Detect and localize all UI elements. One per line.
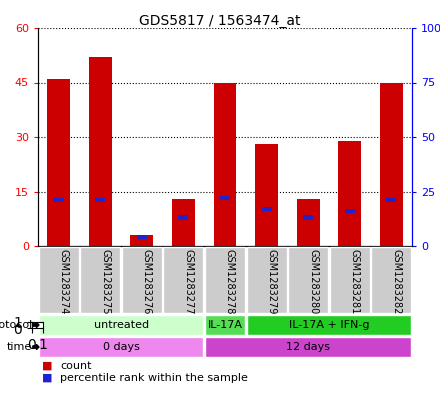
Bar [39, 315, 203, 335]
Bar [330, 247, 370, 313]
Bar [297, 199, 319, 246]
Text: GSM1283282: GSM1283282 [391, 249, 401, 314]
Text: GSM1283276: GSM1283276 [142, 249, 152, 314]
Bar [246, 315, 411, 335]
Text: GSM1283279: GSM1283279 [267, 249, 277, 314]
Bar [54, 198, 64, 202]
Text: GSM1283277: GSM1283277 [183, 249, 194, 314]
Text: 12 days: 12 days [286, 342, 330, 352]
Text: ■: ■ [42, 373, 53, 383]
Bar [386, 198, 396, 202]
Bar [89, 57, 112, 246]
Bar [220, 196, 230, 200]
Bar [261, 207, 271, 211]
Bar [380, 83, 403, 246]
Bar [205, 315, 245, 335]
Bar [131, 235, 153, 246]
Bar [172, 199, 195, 246]
Bar [303, 215, 313, 220]
Text: GSM1283275: GSM1283275 [100, 249, 110, 314]
Text: GSM1283280: GSM1283280 [308, 249, 318, 314]
Text: IL-17A: IL-17A [208, 320, 242, 330]
Bar [39, 337, 203, 357]
Bar [95, 198, 105, 202]
Bar [371, 247, 411, 313]
Text: untreated: untreated [94, 320, 149, 330]
Bar [137, 235, 147, 239]
Text: protocol: protocol [0, 320, 32, 330]
Text: GDS5817 / 1563474_at: GDS5817 / 1563474_at [139, 14, 301, 28]
Text: ■: ■ [42, 361, 53, 371]
Bar [81, 247, 120, 313]
Bar [39, 247, 79, 313]
Text: percentile rank within the sample: percentile rank within the sample [60, 373, 248, 383]
Text: 0 days: 0 days [103, 342, 139, 352]
Bar [122, 247, 162, 313]
Bar [345, 209, 355, 213]
Text: time: time [7, 342, 32, 352]
Bar [246, 247, 286, 313]
Bar [205, 337, 411, 357]
Text: IL-17A + IFN-g: IL-17A + IFN-g [289, 320, 369, 330]
Bar [338, 141, 361, 246]
Bar [48, 79, 70, 246]
Bar [164, 247, 203, 313]
Text: GSM1283274: GSM1283274 [59, 249, 69, 314]
Text: count: count [60, 361, 92, 371]
Bar [288, 247, 328, 313]
Bar [205, 247, 245, 313]
Bar [179, 215, 188, 220]
Text: GSM1283281: GSM1283281 [350, 249, 359, 314]
Bar [255, 144, 278, 246]
Text: GSM1283278: GSM1283278 [225, 249, 235, 314]
Bar [213, 83, 236, 246]
